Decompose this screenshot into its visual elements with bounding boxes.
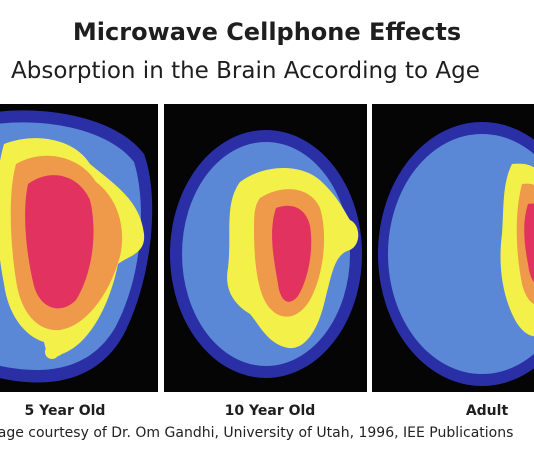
panel-label-10-year-old: 10 Year Old xyxy=(224,403,316,419)
brain-scan-image xyxy=(0,110,153,383)
brain-scan-image xyxy=(170,130,362,378)
image-credit-caption: Image courtesy of Dr. Om Gandhi, Univers… xyxy=(0,424,534,442)
panel-label-adult: Adult xyxy=(465,403,509,419)
brain-scan-10-year-old xyxy=(164,104,367,392)
page-subtitle: Absorption in the Brain According to Age xyxy=(11,58,480,84)
brain-scan-image xyxy=(378,122,534,386)
panel-label-5-year-old: 5 Year Old xyxy=(24,403,106,419)
brain-scan-adult xyxy=(372,104,534,392)
brain-scan-5-year-old xyxy=(0,104,158,392)
page-title: Microwave Cellphone Effects xyxy=(72,18,462,46)
caption-text: Image courtesy of Dr. Om Gandhi, Univers… xyxy=(0,425,514,441)
